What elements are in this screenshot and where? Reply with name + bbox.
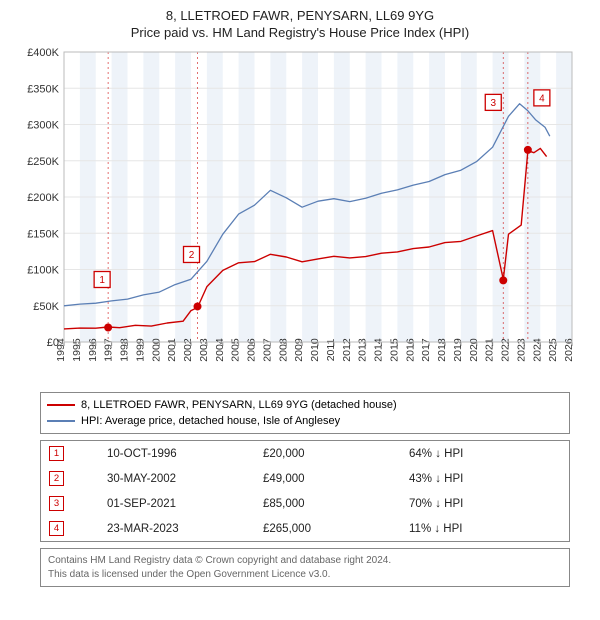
legend-label-hpi: HPI: Average price, detached house, Isle… (81, 415, 340, 427)
transaction-price: £49,000 (255, 466, 401, 491)
transaction-vs-hpi: 70% ↓ HPI (401, 491, 569, 516)
legend-row: 8, LLETROED FAWR, PENYSARN, LL69 9YG (de… (47, 397, 563, 413)
svg-text:1: 1 (99, 275, 105, 286)
transaction-date: 01-SEP-2021 (99, 491, 255, 516)
svg-text:£300K: £300K (27, 120, 59, 132)
svg-text:£100K: £100K (27, 265, 59, 277)
transaction-marker: 2 (49, 471, 64, 486)
transactions-table: 1 10-OCT-1996£20,00064% ↓ HPI 2 30-MAY-2002… (40, 440, 570, 542)
transaction-marker: 1 (49, 446, 64, 461)
svg-text:3: 3 (490, 98, 496, 109)
transaction-vs-hpi: 11% ↓ HPI (401, 516, 569, 541)
transaction-marker: 3 (49, 496, 64, 511)
legend-box: 8, LLETROED FAWR, PENYSARN, LL69 9YG (de… (40, 392, 570, 434)
chart-svg: £0£50K£100K£150K£200K£250K£300K£350K£400… (20, 46, 580, 386)
transaction-vs-hpi: 43% ↓ HPI (401, 466, 569, 491)
chart-title-address: 8, LLETROED FAWR, PENYSARN, LL69 9YG (10, 8, 590, 23)
table-row: 2 30-MAY-2002£49,00043% ↓ HPI (41, 466, 569, 491)
legend-row: HPI: Average price, detached house, Isle… (47, 413, 563, 429)
svg-text:4: 4 (539, 93, 545, 104)
plot-area: £0£50K£100K£150K£200K£250K£300K£350K£400… (20, 46, 580, 386)
svg-text:£50K: £50K (33, 301, 59, 313)
transaction-vs-hpi: 64% ↓ HPI (401, 441, 569, 466)
transaction-date: 23-MAR-2023 (99, 516, 255, 541)
svg-text:£350K: £350K (27, 83, 59, 95)
legend-swatch-property (47, 404, 75, 406)
chart-title-subtitle: Price paid vs. HM Land Registry's House … (10, 25, 590, 40)
svg-text:£250K: £250K (27, 156, 59, 168)
chart-container: 8, LLETROED FAWR, PENYSARN, LL69 9YG Pri… (0, 0, 600, 593)
svg-text:£400K: £400K (27, 47, 59, 59)
legend-label-property: 8, LLETROED FAWR, PENYSARN, LL69 9YG (de… (81, 399, 397, 411)
transaction-marker: 4 (49, 521, 64, 536)
transaction-price: £20,000 (255, 441, 401, 466)
attribution-footer: Contains HM Land Registry data © Crown c… (40, 548, 570, 587)
svg-text:£150K: £150K (27, 228, 59, 240)
transaction-price: £265,000 (255, 516, 401, 541)
svg-text:2: 2 (189, 250, 195, 261)
footer-line2: This data is licensed under the Open Gov… (48, 569, 330, 580)
transaction-date: 10-OCT-1996 (99, 441, 255, 466)
table-row: 3 01-SEP-2021£85,00070% ↓ HPI (41, 491, 569, 516)
svg-text:£200K: £200K (27, 192, 59, 204)
legend-swatch-hpi (47, 420, 75, 422)
table-row: 4 23-MAR-2023£265,00011% ↓ HPI (41, 516, 569, 541)
footer-line1: Contains HM Land Registry data © Crown c… (48, 555, 391, 566)
table-row: 1 10-OCT-1996£20,00064% ↓ HPI (41, 441, 569, 466)
transaction-price: £85,000 (255, 491, 401, 516)
transaction-date: 30-MAY-2002 (99, 466, 255, 491)
